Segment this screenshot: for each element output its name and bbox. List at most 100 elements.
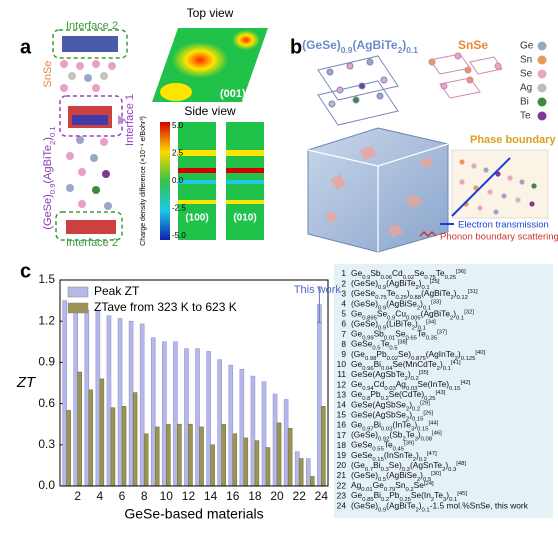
y-axis-title: ZT xyxy=(16,374,37,391)
reference-number: 7 xyxy=(341,329,346,339)
reference-text: Ge0.9Sb0.06Cd0.02Se0.75Te0.25[36] xyxy=(351,268,466,280)
reference-text: Ge0.97Bi0.03(InTe3)0.15[44] xyxy=(351,420,439,432)
bar xyxy=(110,407,116,487)
reference-list: 1 Ge0.9Sb0.06Cd0.02Se0.75Te0.25[36] 2 (GeSe… xyxy=(337,268,529,513)
error-bar xyxy=(317,286,322,324)
reference-text: GeSe0.15(InSnTe2)0.2[47] xyxy=(351,450,437,462)
element-name: Sn xyxy=(520,55,532,66)
reference-text: (Ge0.98Pb0.02Se)0.875(AgInTe2)0.125[40] xyxy=(351,349,486,361)
reference-text: GeSe(AgSbSe2)0.15[26] xyxy=(351,410,434,422)
reference-text: Ge0.895Se0.9Cu0.005(AgBiTe2)0.1[32] xyxy=(351,309,474,321)
plane-label: (001) xyxy=(220,88,246,100)
interface-label: Interface 2 xyxy=(66,237,118,249)
legend-arrow xyxy=(419,230,437,238)
x-tick-label: 22 xyxy=(293,489,307,503)
colorbar-label: Charge density difference (×10⁻⁴ e/Bohr³… xyxy=(140,116,147,246)
bar xyxy=(305,458,311,487)
panel-label: a xyxy=(20,36,32,58)
bar xyxy=(294,451,300,487)
colorbar-ticks: 5.0 2.5 0.0 -2.5 -5.0 xyxy=(172,121,186,240)
reference-text: Ge0.8Pb0.2Se(CdTe)0.25[43] xyxy=(351,389,446,401)
x-tick-label: 12 xyxy=(182,489,196,503)
plot-area xyxy=(60,280,328,486)
element-name: Ge xyxy=(520,41,534,52)
bar xyxy=(287,428,293,487)
reference-number: 4 xyxy=(341,299,346,309)
reference-number: 22 xyxy=(337,480,347,490)
bar xyxy=(265,447,271,487)
atom-column xyxy=(60,36,118,234)
x-tick-label: 10 xyxy=(160,489,174,503)
reference-number: 3 xyxy=(341,288,346,298)
boundary-zoom xyxy=(451,149,549,219)
annotation: This work xyxy=(294,284,342,296)
panel-b: b (GeSe)0.9(AgBiTe2)0.1 SnSe GeSnSeAgBiT… xyxy=(290,36,558,253)
x-tick-label: 24 xyxy=(315,489,329,503)
bar xyxy=(62,300,67,487)
reference-number: 18 xyxy=(337,440,347,450)
reference-text: (GeSe)0.9(LiBiTe2)0.1[34] xyxy=(351,319,436,331)
reference-number: 8 xyxy=(341,339,346,349)
bar xyxy=(283,399,289,487)
bar xyxy=(132,392,138,487)
bar xyxy=(221,423,226,487)
interface-box xyxy=(59,95,123,137)
y-tick-label: 0.9 xyxy=(38,355,55,369)
phonon-label: Phonon boundary scattering xyxy=(440,232,558,243)
x-tick-label: 4 xyxy=(97,489,104,503)
bar xyxy=(276,422,282,487)
bar xyxy=(250,375,256,487)
reference-number: 2 xyxy=(341,278,346,288)
bar xyxy=(261,381,267,487)
interface-label: Interface 1 xyxy=(124,94,136,146)
bar xyxy=(177,423,182,487)
bar xyxy=(239,368,245,487)
element-swatch xyxy=(537,83,547,93)
colorbar-tick: 2.5 xyxy=(172,149,184,158)
bar xyxy=(117,318,123,487)
bar xyxy=(162,341,167,487)
view-title: Side view xyxy=(184,104,236,118)
density-blob xyxy=(172,42,228,78)
reference-number: 1 xyxy=(341,268,346,278)
bar xyxy=(228,364,234,487)
bar xyxy=(272,393,278,487)
reference-number: 5 xyxy=(341,309,346,319)
bar xyxy=(139,323,145,487)
x-axis-title: GeSe-based materials xyxy=(124,506,263,522)
bar xyxy=(195,348,200,487)
bar xyxy=(84,309,90,487)
element-swatch xyxy=(537,97,547,107)
element-swatch xyxy=(537,55,547,65)
y-tick-label: 1.2 xyxy=(38,313,55,327)
reference-text: (GeSe)0.9(AgBiTe2)0.1[25] xyxy=(351,278,440,290)
cube-edges xyxy=(307,143,449,252)
x-tick-label: 20 xyxy=(270,489,284,503)
bar xyxy=(188,423,193,487)
reference-number: 20 xyxy=(337,460,347,470)
element-name: Se xyxy=(520,69,533,80)
reference-number: 6 xyxy=(341,319,346,329)
x-tick-label: 18 xyxy=(248,489,262,503)
interface-box xyxy=(52,29,128,59)
bar xyxy=(254,440,260,487)
reference-number: 15 xyxy=(337,410,347,420)
phase-boundary-label: Phase boundary xyxy=(470,134,556,146)
reference-number: 23 xyxy=(337,490,347,500)
bar xyxy=(232,433,238,487)
bar xyxy=(317,304,322,487)
reference-number: 10 xyxy=(337,359,347,369)
colorbar-tick: -2.5 xyxy=(172,204,186,213)
bar xyxy=(128,320,134,487)
legend-swatch xyxy=(67,302,89,314)
reference-number: 12 xyxy=(337,379,347,389)
element-legend: Ge Sn Se Ag Bi Te xyxy=(520,41,547,122)
reference-number: 9 xyxy=(341,349,346,359)
legend-swatch xyxy=(67,286,89,298)
reference-text: (GeSe0.75Te0.25)0.88(AgBiTe2)0.12[31] xyxy=(351,288,478,300)
bar-chart: 0.00.30.60.91.21.52 4 6 8 10 12 14 16 18 20 22 24Pe… xyxy=(16,272,342,522)
reference-number: 13 xyxy=(337,389,347,399)
arrow xyxy=(118,115,126,125)
reference-number: 17 xyxy=(337,430,347,440)
